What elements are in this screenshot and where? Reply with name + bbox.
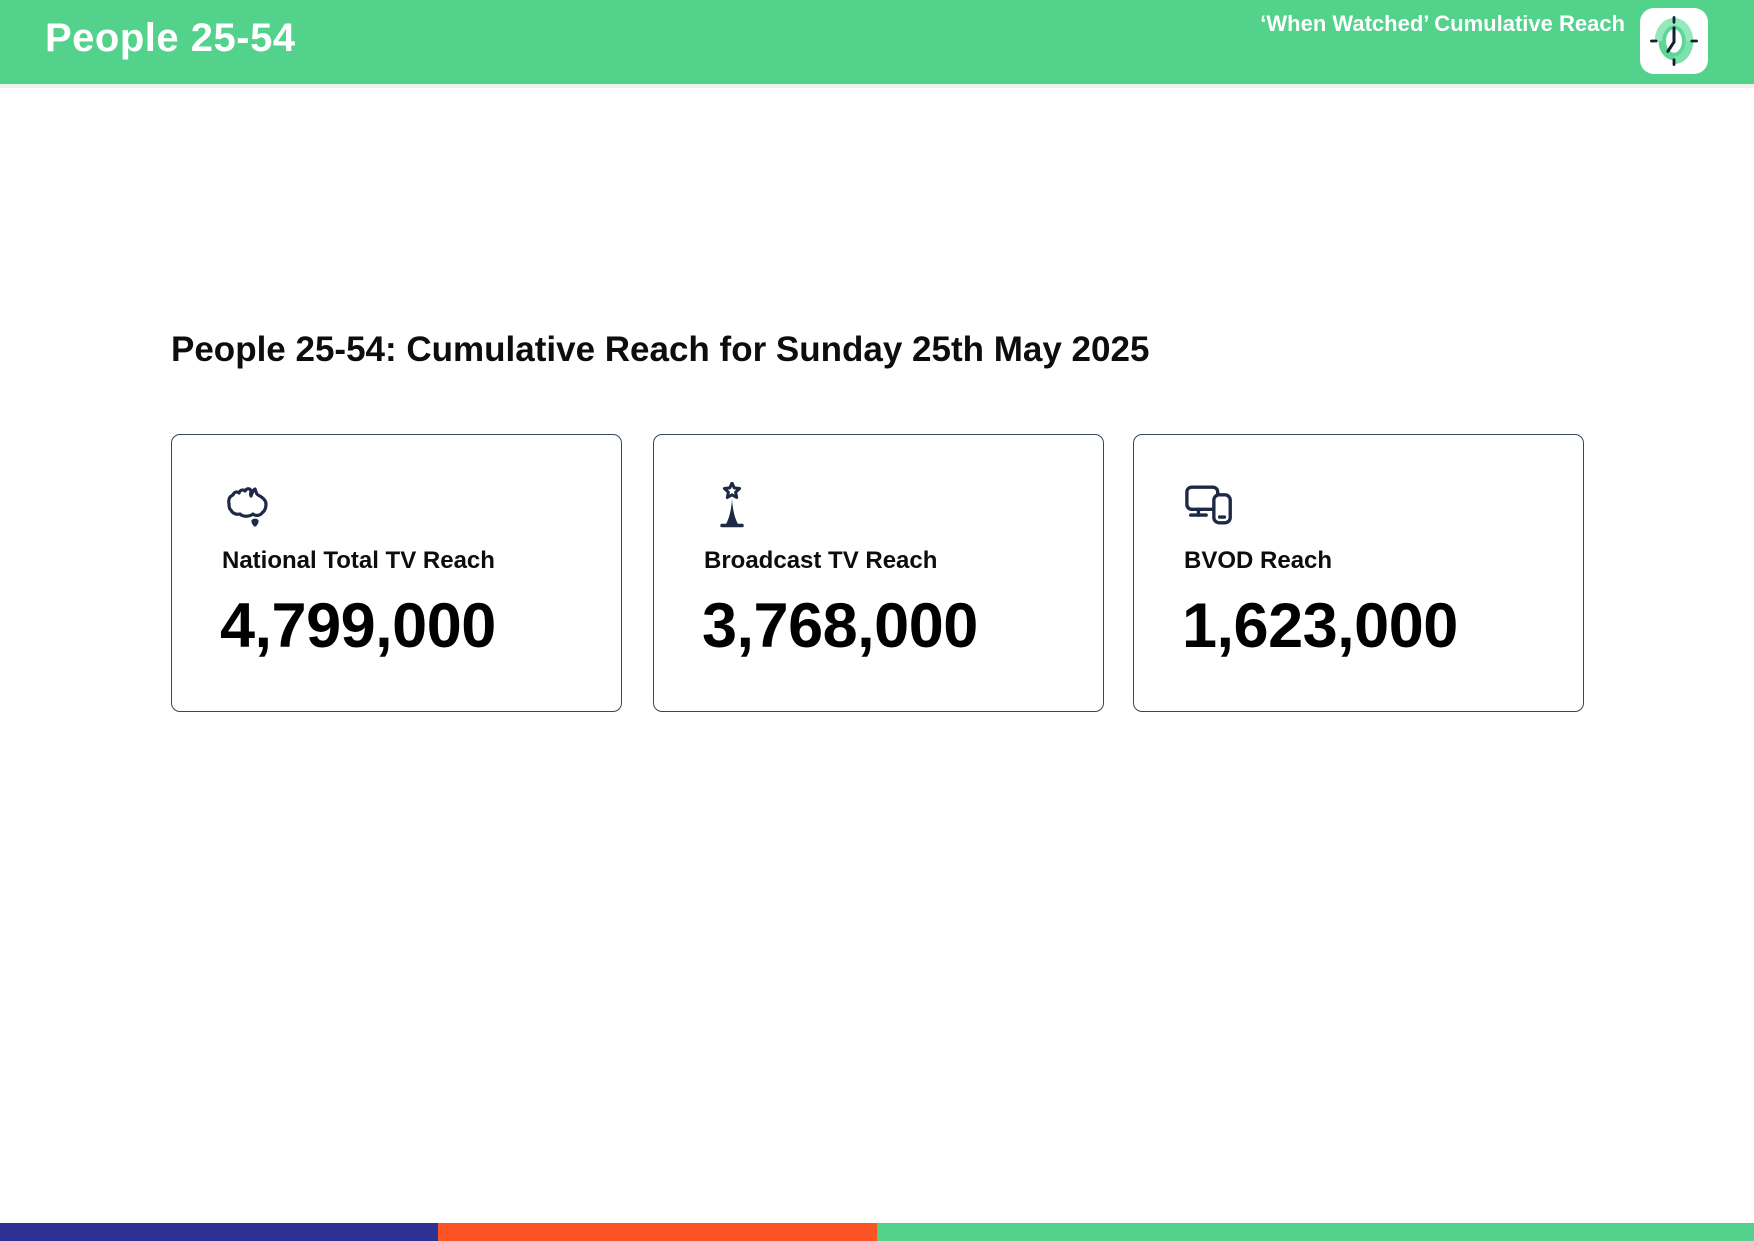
kpi-value: 3,768,000 — [702, 591, 978, 661]
header-subtitle: ‘When Watched’ Cumulative Reach — [1260, 11, 1625, 36]
kpi-label: BVOD Reach — [1184, 547, 1333, 574]
report-heading: People 25-54: Cumulative Reach for Sunda… — [171, 330, 1150, 369]
australia-map-icon — [222, 482, 274, 528]
kpi-value: 4,799,000 — [220, 591, 496, 661]
footer-stripe-green — [877, 1223, 1754, 1241]
kpi-value: 1,623,000 — [1182, 591, 1458, 661]
kpi-card-national-total-tv: National Total TV Reach 4,799,000 — [171, 434, 622, 712]
footer-stripe-orange — [438, 1223, 877, 1241]
broadcast-tower-icon — [704, 482, 756, 528]
clock-icon — [1640, 8, 1708, 74]
kpi-label: Broadcast TV Reach — [704, 547, 938, 574]
footer-stripe-indigo — [0, 1223, 438, 1241]
page-title: People 25-54 — [45, 16, 296, 60]
devices-icon — [1184, 482, 1236, 528]
kpi-label: National Total TV Reach — [222, 547, 495, 574]
kpi-card-bvod: BVOD Reach 1,623,000 — [1133, 434, 1584, 712]
footer-stripe — [0, 1223, 1754, 1241]
header: People 25-54 ‘When Watched’ Cumulative R… — [0, 0, 1754, 84]
kpi-card-broadcast-tv: Broadcast TV Reach 3,768,000 — [653, 434, 1104, 712]
